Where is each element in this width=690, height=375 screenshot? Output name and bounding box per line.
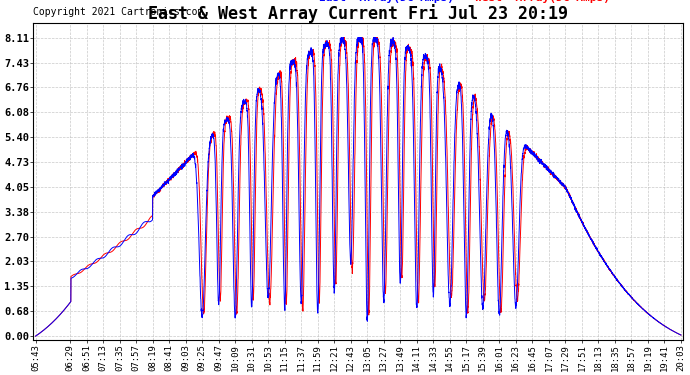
Title: East & West Array Current Fri Jul 23 20:19: East & West Array Current Fri Jul 23 20:…	[148, 4, 569, 23]
Text: East  Array(DC Amps): East Array(DC Amps)	[319, 0, 454, 3]
Text: Copyright 2021 Cartronics.com: Copyright 2021 Cartronics.com	[33, 7, 204, 17]
Text: West  Array(DC Amps): West Array(DC Amps)	[475, 0, 610, 3]
